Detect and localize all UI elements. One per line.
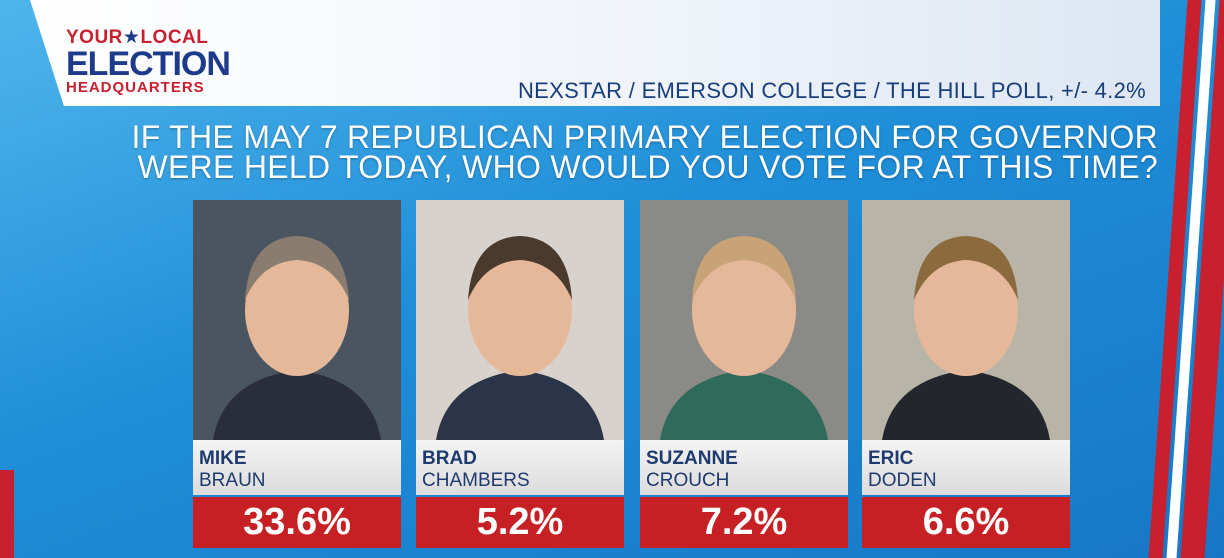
first-name: SUZANNE	[646, 448, 738, 469]
first-name: BRAD	[422, 448, 477, 469]
photo-hair	[914, 236, 1018, 300]
candidate-photo	[640, 200, 848, 440]
candidate-card: SUZANNE CROUCH 7.2%	[640, 200, 848, 548]
photo-art	[416, 200, 624, 440]
poll-result: 33.6%	[193, 497, 401, 548]
poll-source: NEXSTAR / EMERSON COLLEGE / THE HILL POL…	[517, 78, 1146, 103]
first-name: MIKE	[199, 448, 247, 469]
photo-face	[245, 244, 349, 376]
poll-result: 5.2%	[416, 497, 624, 548]
candidate-card: BRAD CHAMBERS 5.2%	[416, 200, 624, 548]
photo-body	[213, 370, 381, 440]
photo-hair	[468, 236, 572, 300]
photo-body	[660, 370, 828, 440]
candidate-photo	[862, 200, 1070, 440]
last-name: DODEN	[868, 470, 937, 491]
photo-face	[468, 244, 572, 376]
logo-text: HEADQUARTERS	[66, 79, 205, 96]
question-line: WERE HELD TODAY, WHO WOULD YOU VOTE FOR …	[137, 149, 1158, 185]
logo-text: LOCAL	[140, 27, 209, 48]
photo-hair	[692, 236, 796, 300]
photo-hair	[245, 236, 349, 300]
logo-text: ELECTION	[66, 45, 231, 83]
header-banner	[30, 0, 1160, 106]
photo-face	[914, 244, 1018, 376]
last-name: CHAMBERS	[422, 470, 530, 491]
photo-art	[862, 200, 1070, 440]
photo-art	[193, 200, 401, 440]
name-plate: MIKE BRAUN	[193, 440, 401, 495]
poll-result: 7.2%	[640, 497, 848, 548]
logo-line: YOUR★LOCAL	[66, 26, 230, 49]
question: IF THE MAY 7 REPUBLICAN PRIMARY ELECTION…	[0, 119, 1158, 185]
candidate-card: MIKE BRAUN 33.6%	[193, 200, 401, 548]
stripe	[0, 470, 14, 558]
last-name: CROUCH	[646, 470, 730, 491]
name-plate: ERIC DODEN	[862, 440, 1070, 495]
photo-body	[436, 370, 604, 440]
poll-result: 6.6%	[862, 497, 1070, 548]
first-name: ERIC	[868, 448, 914, 469]
photo-face	[692, 244, 796, 376]
candidate-photo	[416, 200, 624, 440]
candidate-card: ERIC DODEN 6.6%	[862, 200, 1070, 548]
candidate-photo	[193, 200, 401, 440]
photo-body	[882, 370, 1050, 440]
question-line: IF THE MAY 7 REPUBLICAN PRIMARY ELECTION…	[131, 119, 1158, 155]
name-plate: BRAD CHAMBERS	[416, 440, 624, 495]
last-name: BRAUN	[199, 470, 266, 491]
name-plate: SUZANNE CROUCH	[640, 440, 848, 495]
logo-star: ★	[122, 27, 141, 48]
logo-text: YOUR	[66, 27, 123, 48]
logo: YOUR★LOCAL ELECTION HEADQUARTERS	[66, 26, 231, 96]
photo-art	[640, 200, 848, 440]
